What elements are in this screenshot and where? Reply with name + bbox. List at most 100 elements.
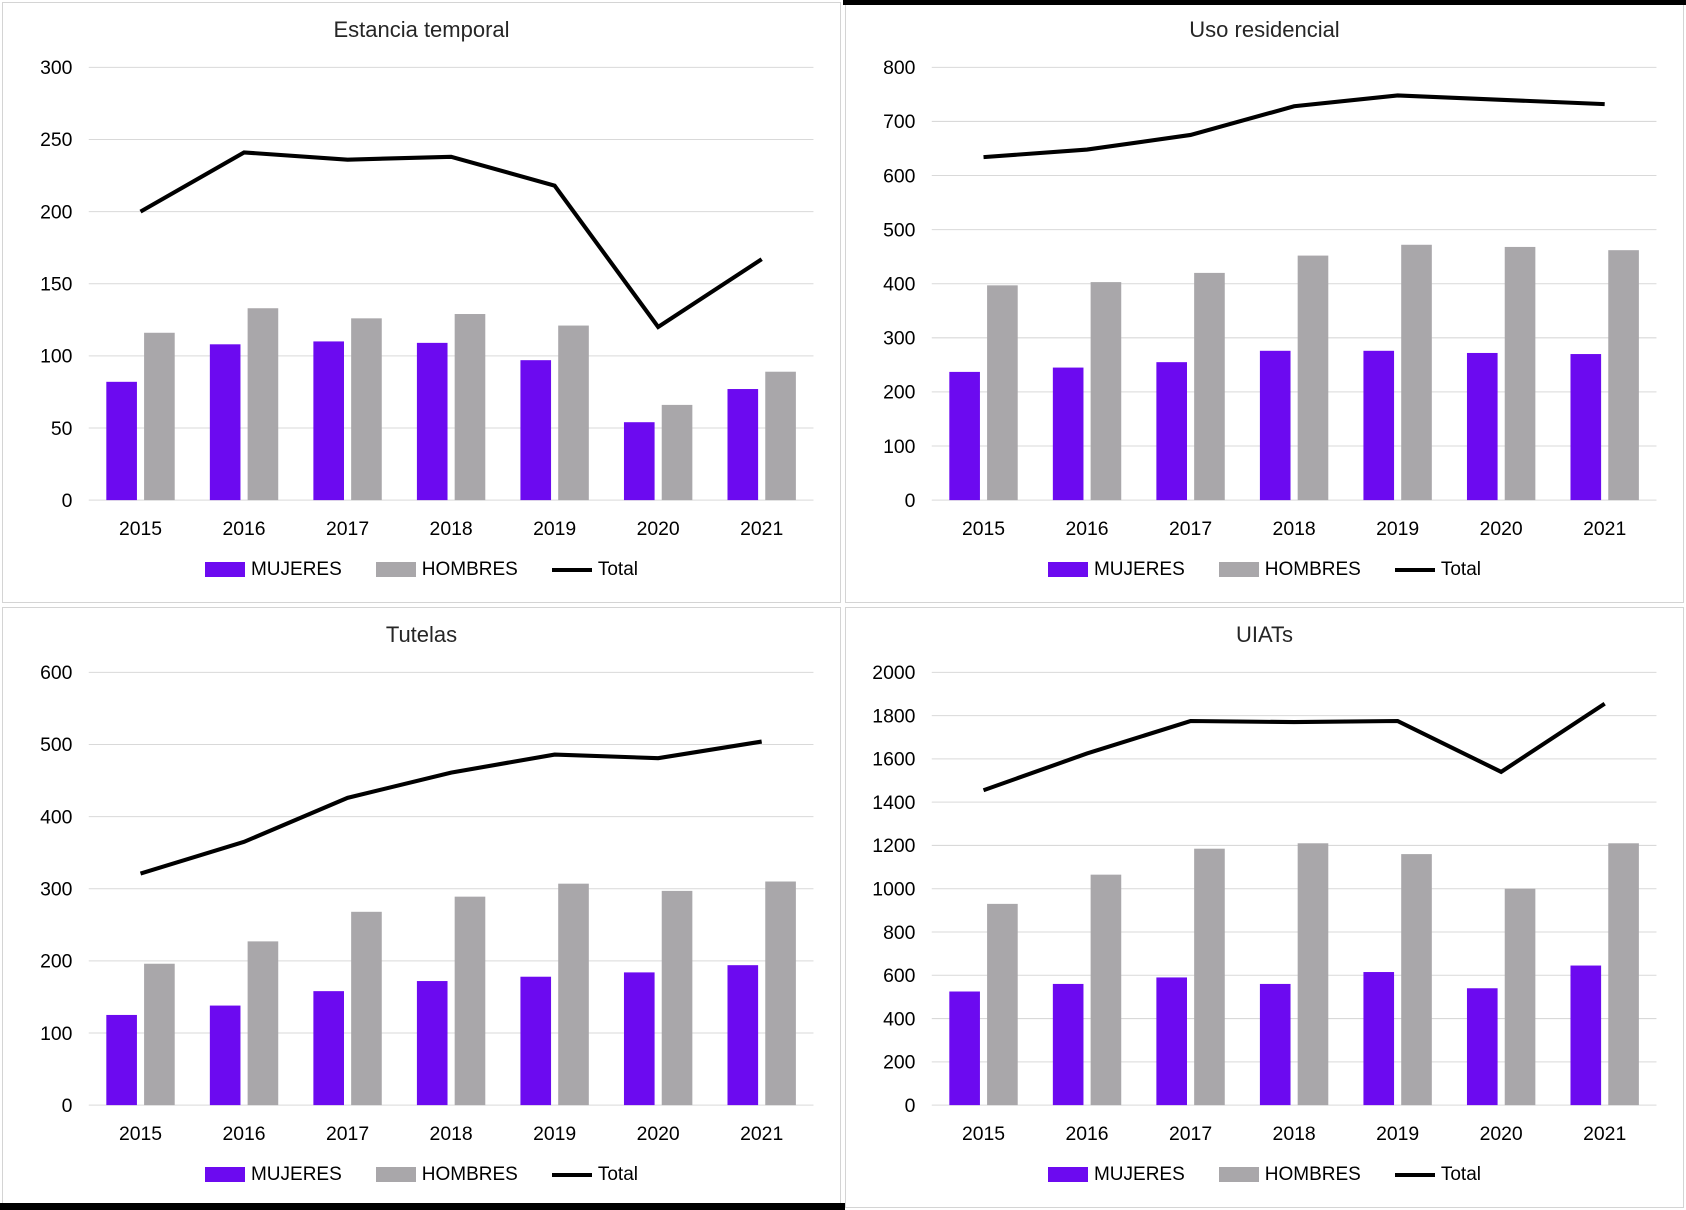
svg-text:2018: 2018	[430, 518, 473, 540]
svg-text:2015: 2015	[119, 518, 162, 540]
legend-item-mujeres: MUJERES	[1047, 1163, 1185, 1186]
chart-title: UIATs	[1235, 622, 1294, 647]
svg-text:2016: 2016	[1065, 518, 1108, 540]
legend-item-mujeres: MUJERES	[1047, 558, 1185, 581]
svg-text:2015: 2015	[962, 518, 1005, 540]
bar-line-chart: 0 200 400 600 800 1000 1200 1400 1600 1800 2000 201…	[872, 662, 1657, 1145]
chart-legend: MUJERES HOMBRES Total	[3, 1152, 840, 1207]
bottom-edge-accent-line	[0, 1203, 845, 1210]
svg-text:0: 0	[62, 1095, 73, 1117]
legend-item-total: Total	[551, 1163, 638, 1186]
svg-text:2015: 2015	[962, 1123, 1005, 1145]
svg-text:600: 600	[883, 965, 916, 987]
svg-text:200: 200	[40, 201, 73, 223]
legend-swatch-hombres-icon	[1218, 1167, 1259, 1183]
svg-text:2000: 2000	[872, 662, 915, 684]
svg-text:800: 800	[883, 57, 916, 79]
svg-text:500: 500	[883, 219, 916, 241]
legend-label-hombres: HOMBRES	[1264, 1163, 1361, 1185]
legend-swatch-hombres-icon	[1218, 562, 1259, 578]
svg-text:2020: 2020	[637, 1123, 680, 1145]
legend-label-mujeres: MUJERES	[250, 1163, 342, 1185]
legend-item-hombres: HOMBRES	[375, 558, 518, 581]
legend-label-total: Total	[1440, 558, 1481, 580]
legend-line-total-icon	[1394, 567, 1435, 572]
svg-text:2021: 2021	[740, 1123, 783, 1145]
legend-label-mujeres: MUJERES	[250, 558, 342, 580]
svg-text:50: 50	[51, 418, 73, 440]
svg-text:2020: 2020	[1480, 518, 1523, 540]
legend-item-hombres: HOMBRES	[375, 1164, 518, 1186]
svg-text:600: 600	[40, 662, 73, 684]
legend-label-total: Total	[597, 1163, 638, 1185]
svg-text:0: 0	[905, 490, 916, 512]
svg-text:2019: 2019	[533, 1123, 576, 1145]
svg-text:100: 100	[883, 436, 916, 458]
svg-text:2017: 2017	[1169, 518, 1212, 540]
chart-title: Tutelas	[385, 622, 458, 647]
chart-panel-uiats: UIATs 0 200 400 600 800 1000 1200 1400 1600 1800 2…	[845, 607, 1684, 1208]
bar-line-chart: 0 50 100 150 200 250 300 2015 2016 2017 2018 2019 20…	[40, 57, 814, 540]
svg-text:2021: 2021	[740, 518, 783, 540]
svg-text:2021: 2021	[1583, 518, 1626, 540]
svg-text:200: 200	[40, 951, 73, 973]
legend-line-total-icon	[551, 567, 592, 572]
legend-item-hombres: HOMBRES	[1218, 558, 1361, 581]
svg-text:2016: 2016	[222, 1123, 265, 1145]
chart-title: Uso residencial	[1189, 17, 1340, 42]
svg-text:700: 700	[883, 111, 916, 133]
legend-label-total: Total	[597, 558, 638, 580]
svg-text:2019: 2019	[1376, 518, 1419, 540]
svg-text:0: 0	[62, 490, 73, 512]
svg-text:2017: 2017	[1169, 1123, 1212, 1145]
legend-label-hombres: HOMBRES	[421, 558, 518, 580]
svg-text:2021: 2021	[1583, 1123, 1626, 1145]
svg-text:1400: 1400	[872, 792, 915, 814]
svg-text:200: 200	[883, 382, 916, 404]
bar-line-chart: 0 100 200 300 400 500 600 700 800 2015 2016 2017 201…	[883, 57, 1657, 540]
legend-label-mujeres: MUJERES	[1093, 558, 1185, 580]
legend-swatch-mujeres-icon	[1047, 1167, 1088, 1183]
svg-text:1200: 1200	[872, 835, 915, 857]
chart-legend: MUJERES HOMBRES Total	[3, 547, 840, 602]
svg-text:100: 100	[40, 346, 73, 368]
chart-panel-tutelas: Tutelas 0 100 200 300 400 500 600 2015 2016 2017 2…	[2, 607, 841, 1208]
legend-item-total: Total	[1394, 558, 1481, 581]
svg-text:2015: 2015	[119, 1123, 162, 1145]
svg-text:600: 600	[883, 165, 916, 187]
svg-text:2017: 2017	[326, 518, 369, 540]
legend-swatch-hombres-icon	[375, 562, 416, 578]
legend-swatch-mujeres-icon	[1047, 562, 1088, 578]
svg-text:2017: 2017	[326, 1123, 369, 1145]
legend-swatch-mujeres-icon	[204, 1167, 245, 1183]
svg-text:1600: 1600	[872, 749, 915, 771]
svg-text:2018: 2018	[1273, 518, 1316, 540]
svg-text:500: 500	[40, 734, 73, 756]
legend-line-total-icon	[551, 1172, 592, 1177]
chart-title: Estancia temporal	[333, 17, 510, 42]
svg-text:300: 300	[40, 57, 73, 79]
svg-text:250: 250	[40, 129, 73, 151]
svg-text:400: 400	[883, 274, 916, 296]
chart-legend: MUJERES HOMBRES Total	[846, 1152, 1683, 1207]
svg-text:2018: 2018	[430, 1123, 473, 1145]
svg-text:2019: 2019	[533, 518, 576, 540]
svg-text:2019: 2019	[1376, 1123, 1419, 1145]
svg-text:100: 100	[40, 1023, 73, 1045]
svg-text:2020: 2020	[1480, 1123, 1523, 1145]
top-edge-accent-line	[843, 0, 1686, 5]
svg-text:0: 0	[905, 1095, 916, 1117]
svg-text:1800: 1800	[872, 705, 915, 727]
svg-text:200: 200	[883, 1052, 916, 1074]
legend-label-hombres: HOMBRES	[1264, 558, 1361, 580]
chart-panel-uso-residencial: Uso residencial 0 100 200 300 400 500 600 700 80…	[845, 2, 1684, 603]
legend-line-total-icon	[1394, 1172, 1435, 1177]
legend-item-total: Total	[551, 558, 638, 581]
bar-line-chart: 0 100 200 300 400 500 600 2015 2016 2017 2018 2019 2…	[40, 662, 814, 1145]
legend-label-mujeres: MUJERES	[1093, 1163, 1185, 1185]
svg-text:1000: 1000	[872, 879, 915, 901]
svg-text:400: 400	[40, 806, 73, 828]
legend-item-mujeres: MUJERES	[204, 1163, 342, 1186]
